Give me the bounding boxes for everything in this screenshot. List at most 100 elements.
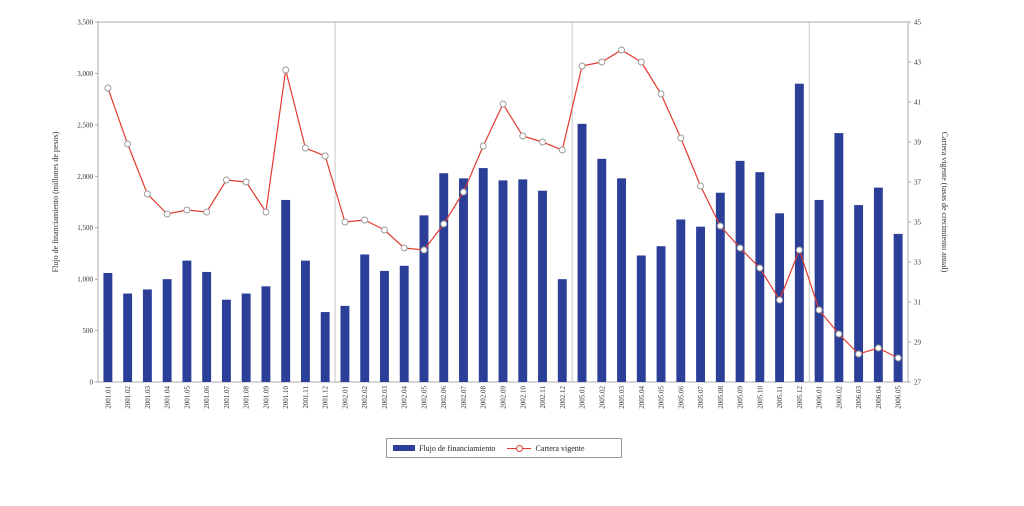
x-tick-label: 2005.05 <box>658 386 666 409</box>
left-axis: 0 500 1,000 1,500 2,000 2,500 3,000 3,500 <box>77 19 98 387</box>
legend-label-bars: Flujo de financiamiento <box>419 443 496 453</box>
right-tick-label: 31 <box>914 299 922 307</box>
bar <box>300 260 310 382</box>
line-point <box>855 350 863 358</box>
line-point <box>558 146 566 154</box>
line-point <box>341 218 349 226</box>
line-point <box>163 210 171 218</box>
line-point <box>203 208 211 216</box>
line-point <box>519 132 527 140</box>
y2-axis-title: Cartera vigente (tasas de crecimiento an… <box>940 132 949 273</box>
right-tick-label: 33 <box>914 259 922 267</box>
x-tick-label: 2002.04 <box>401 386 409 409</box>
legend-item-line: Cartera vigente <box>507 444 585 453</box>
x-tick-label: 2002.07 <box>460 386 468 409</box>
bar <box>834 133 844 382</box>
left-tick-label: 0 <box>90 379 94 387</box>
bar <box>380 270 389 382</box>
legend-bar-swatch <box>393 445 415 451</box>
left-tick-label: 2,500 <box>77 121 93 129</box>
left-tick-label: 1,500 <box>77 224 93 232</box>
x-tick-label: 2002.10 <box>519 386 527 409</box>
right-tick-label: 37 <box>914 179 922 187</box>
right-tick-label: 39 <box>914 139 922 147</box>
x-tick-label: 2001.08 <box>243 386 251 409</box>
x-tick-label: 2001.02 <box>124 386 132 409</box>
line-point <box>756 264 764 272</box>
bar <box>715 192 725 382</box>
x-tick-label: 2005.08 <box>717 386 725 409</box>
right-tick-label: 41 <box>914 99 922 107</box>
x-tick-label: 2005.02 <box>598 386 606 409</box>
right-tick-label: 43 <box>914 59 922 67</box>
line-point <box>104 84 112 92</box>
line-point <box>677 134 685 142</box>
x-tick-label: 2002.01 <box>341 386 349 409</box>
bar <box>696 226 706 382</box>
line-series <box>104 46 902 362</box>
right-tick-label: 45 <box>914 19 922 27</box>
bar <box>340 305 350 382</box>
bar <box>794 83 804 382</box>
line-point <box>460 188 467 196</box>
line-point <box>420 246 428 254</box>
line-point <box>697 182 705 190</box>
x-tick-label: 2005.11 <box>776 386 784 409</box>
left-tick-label: 500 <box>83 327 94 335</box>
line-point <box>716 222 724 230</box>
bar <box>636 255 646 382</box>
bar <box>221 299 231 382</box>
x-tick-label: 2002.09 <box>500 386 508 409</box>
x-tick-label: 2002.03 <box>381 386 389 409</box>
x-tick-label: 2002.06 <box>440 386 448 409</box>
x-tick-label: 2001.07 <box>223 386 231 409</box>
line-point <box>440 220 448 228</box>
x-tick-label: 2005.10 <box>756 386 764 409</box>
x-axis-labels: 2001.01 2001.02 2001.03 2001.04 2001.05 2001.… <box>104 386 902 409</box>
x-tick-label: 2001.11 <box>302 386 310 409</box>
line-point <box>815 306 823 314</box>
bar <box>478 168 488 382</box>
bar <box>735 160 745 382</box>
right-tick-label: 29 <box>914 339 922 347</box>
bar <box>538 190 547 382</box>
x-tick-label: 2006.05 <box>895 386 903 409</box>
legend-line-swatch <box>507 444 532 452</box>
bar <box>202 271 212 382</box>
x-tick-label: 2005.09 <box>737 386 745 409</box>
bar <box>320 312 330 382</box>
x-tick-label: 2002.08 <box>480 386 488 409</box>
bar <box>676 219 686 382</box>
right-tick-label: 27 <box>914 379 922 387</box>
x-tick-label: 2001.03 <box>144 386 152 409</box>
line-point <box>361 216 369 224</box>
right-tick-label: 35 <box>914 219 922 227</box>
bar <box>123 293 133 382</box>
bar <box>261 286 271 382</box>
left-tick-label: 2,000 <box>77 173 93 181</box>
bar <box>241 293 251 382</box>
bar <box>577 123 587 382</box>
line-point <box>499 100 507 108</box>
bar <box>103 272 113 382</box>
bar <box>873 187 883 382</box>
line-point <box>301 144 309 152</box>
x-tick-label: 2005.04 <box>638 386 646 409</box>
bar <box>459 178 468 382</box>
bar <box>498 180 508 382</box>
x-tick-label: 2006.01 <box>816 386 824 409</box>
x-tick-label: 2001.06 <box>203 386 211 409</box>
bar <box>893 233 903 382</box>
line-point <box>143 190 151 198</box>
x-tick-label: 2005.01 <box>579 386 587 409</box>
x-tick-label: 2001.12 <box>322 386 330 409</box>
line-point <box>242 178 250 186</box>
line-point <box>657 90 665 98</box>
line-point <box>894 354 902 362</box>
line-point <box>618 46 625 54</box>
x-tick-label: 2005.07 <box>697 386 705 409</box>
x-tick-label: 2002.02 <box>361 386 369 409</box>
line-point <box>321 152 329 160</box>
bar <box>399 265 409 382</box>
